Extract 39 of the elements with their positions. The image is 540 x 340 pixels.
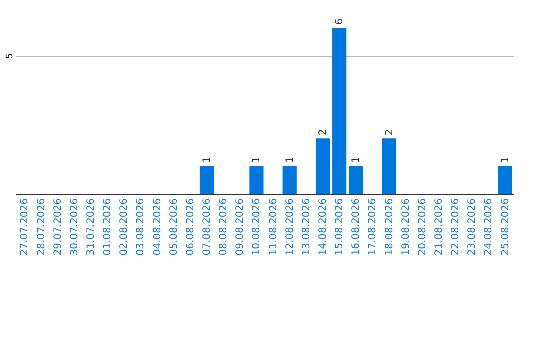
x-tick-label: 19.08.2026 xyxy=(400,198,412,256)
data-label: 1 xyxy=(284,156,296,164)
x-tick-label: 12.08.2026 xyxy=(284,198,296,256)
x-tick-label: 17.08.2026 xyxy=(368,198,379,256)
data-label: 1 xyxy=(500,156,512,164)
x-tick-label: 25.08.2026 xyxy=(500,198,512,256)
x-tick-label: 16.08.2026 xyxy=(351,198,362,256)
x-tick-label: 20.08.2026 xyxy=(417,198,428,256)
x-tick-label: 09.08.2026 xyxy=(235,198,246,256)
x-tick-label: 23.08.2026 xyxy=(467,198,478,256)
x-tick-label: 27.07.2026 xyxy=(20,198,31,256)
data-label: 1 xyxy=(351,156,362,164)
y-tick-label: 5 xyxy=(6,53,16,60)
x-tick-label: 11.08.2026 xyxy=(268,198,280,256)
data-label: 2 xyxy=(384,129,396,136)
x-tick-label: 28.07.2026 xyxy=(36,198,48,256)
x-tick-label: 21.08.2026 xyxy=(434,198,446,256)
x-tick-label: 18.08.2026 xyxy=(384,198,396,256)
data-label: 1 xyxy=(202,156,213,164)
x-tick-label: 24.08.2026 xyxy=(484,198,495,256)
x-tick-label: 08.08.2026 xyxy=(218,198,230,256)
x-tick-label: 04.08.2026 xyxy=(152,198,164,256)
data-label: 2 xyxy=(318,129,330,136)
data-label: 6 xyxy=(334,18,346,25)
x-tick-label: 31.07.2026 xyxy=(86,198,97,256)
x-tick-label: 02.08.2026 xyxy=(119,198,130,256)
x-tick-label: 10.08.2026 xyxy=(252,198,263,256)
x-tick-label: 29.07.2026 xyxy=(52,198,64,256)
x-tick-label: 13.08.2026 xyxy=(301,198,312,256)
x-tick-label: 01.08.2026 xyxy=(102,198,114,256)
x-tick-label: 14.08.2026 xyxy=(318,198,330,256)
x-tick-label: 15.08.2026 xyxy=(334,198,346,256)
x-tick-label: 30.07.2026 xyxy=(69,198,80,256)
x-tick-label: 07.08.2026 xyxy=(202,198,213,256)
x-tick-label: 05.08.2026 xyxy=(168,198,180,256)
x-tick-label: 03.08.2026 xyxy=(136,198,147,256)
data-label: 1 xyxy=(252,156,263,164)
x-tick-label: 22.08.2026 xyxy=(450,198,462,256)
x-tick-label: 06.08.2026 xyxy=(185,198,196,256)
